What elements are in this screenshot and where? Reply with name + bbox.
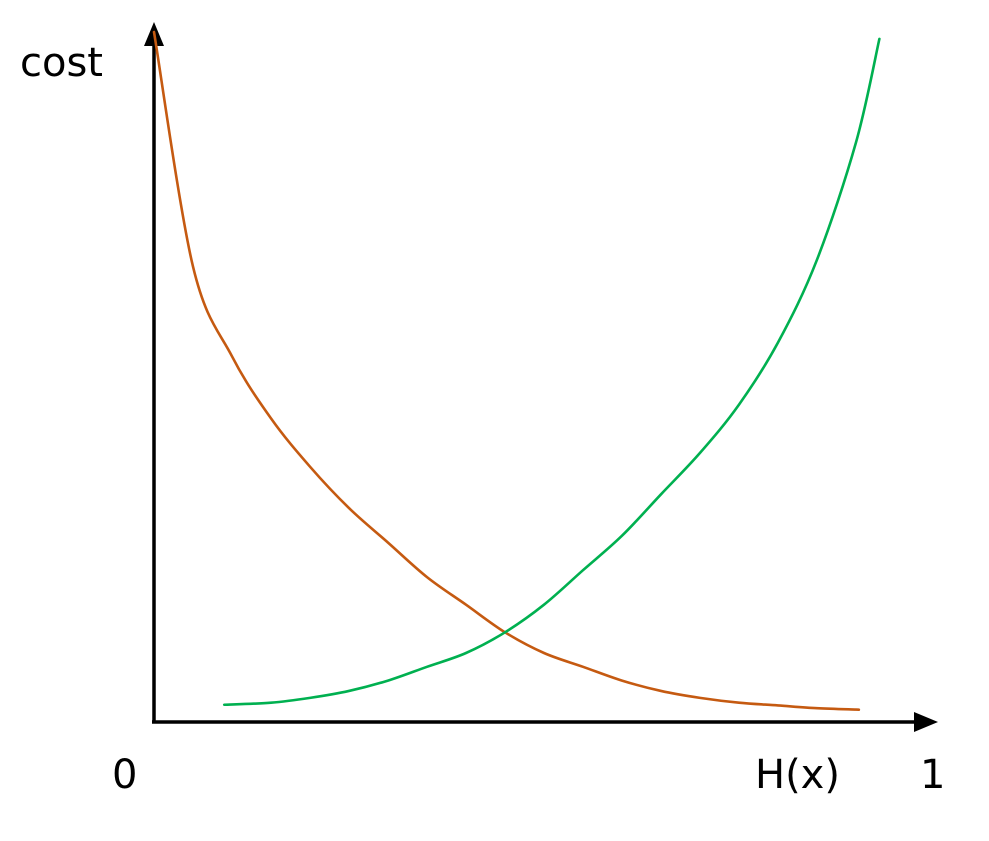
y-axis-label: cost	[20, 40, 103, 86]
series-layer	[152, 30, 881, 711]
x-axis-label: H(x)	[755, 752, 840, 798]
x-tick-label-1: 1	[920, 752, 945, 798]
x-tick-label-0: 0	[112, 752, 137, 798]
x-axis-arrow	[914, 712, 938, 732]
series-line-decreasing	[152, 30, 861, 711]
series-line-increasing	[222, 37, 881, 707]
